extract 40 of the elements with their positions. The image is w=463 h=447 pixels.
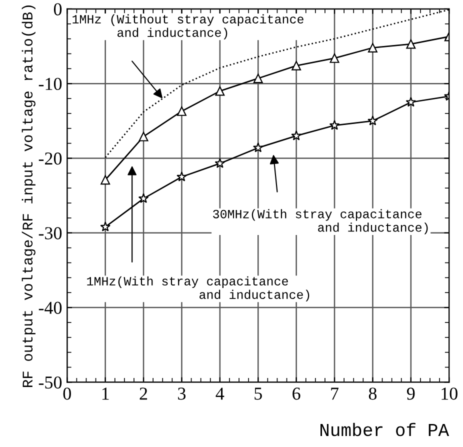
x-tick-label: 5 [254, 388, 262, 400]
point [100, 222, 111, 232]
x-tick-label: 9 [406, 388, 415, 400]
point [214, 158, 226, 168]
y-tick-label: -50 [38, 376, 62, 389]
point [329, 120, 340, 130]
x-tick-label: 4 [216, 388, 224, 400]
x-tick-label: 6 [292, 388, 300, 400]
y-axis-title: RF output voltage/RF input voltage ratio(dB) [22, 6, 36, 387]
point [368, 115, 378, 126]
annotation: 1MHz (Without stray capacitance and inductance) [72, 14, 304, 40]
point [253, 74, 263, 84]
point [177, 106, 186, 116]
point [406, 39, 416, 49]
x-tick-label: 2 [140, 388, 148, 400]
point [252, 142, 264, 152]
y-tick-label: -40 [38, 302, 62, 314]
point [176, 171, 187, 182]
point [292, 60, 302, 70]
x-tick-label: 0 [63, 388, 71, 400]
y-tick-label: -30 [38, 227, 62, 240]
point [100, 175, 110, 185]
y-tick-label: -20 [38, 152, 62, 165]
point [368, 43, 378, 52]
x-tick-label: 3 [178, 388, 186, 400]
x-tick-label: 1 [102, 388, 109, 400]
point [406, 96, 416, 107]
point [138, 193, 149, 204]
point [215, 86, 225, 96]
x-tick-label: 7 [331, 388, 339, 400]
x-tick-label: 10 [442, 388, 458, 400]
point [291, 130, 302, 140]
x-axis-title: Number of PA [320, 422, 450, 436]
y-tick-label: 0 [54, 3, 62, 16]
x-tick-label: 8 [368, 388, 377, 400]
point [330, 53, 340, 63]
point [138, 132, 148, 142]
annotation: 30MHz(With stray capacitance and inductance) [213, 209, 428, 234]
annotation: 1MHz(With stray capacitance and inductance) [87, 276, 310, 302]
y-tick-label: -10 [38, 78, 62, 90]
